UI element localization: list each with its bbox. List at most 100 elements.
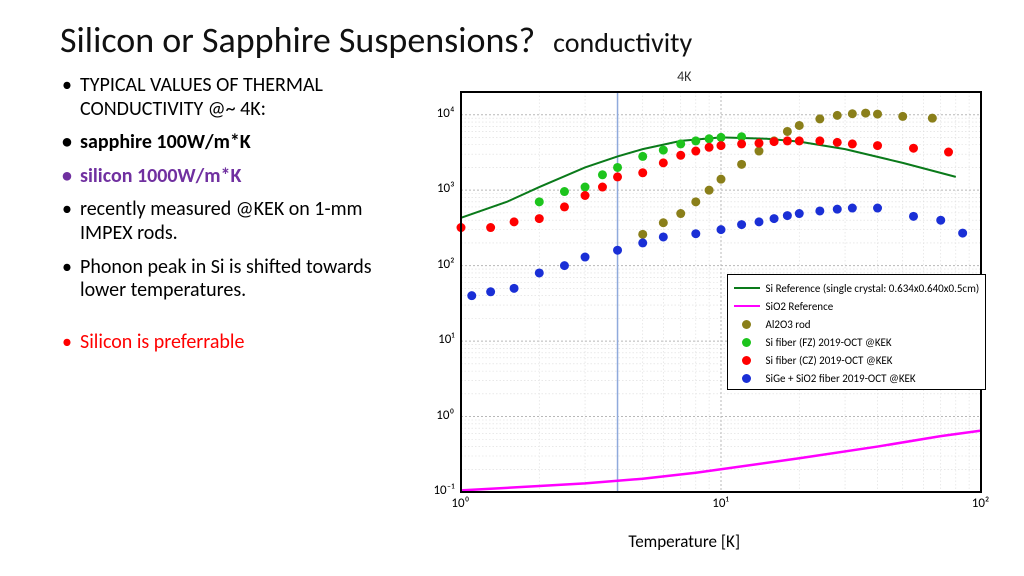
point-sige bbox=[936, 216, 945, 225]
slide-root: Silicon or Sapphire Suspensions? conduct… bbox=[0, 0, 1024, 548]
legend-swatch-dot-icon bbox=[734, 356, 760, 365]
point-si_cz bbox=[597, 183, 606, 192]
point-al2o3 bbox=[782, 127, 791, 136]
point-al2o3 bbox=[676, 209, 685, 218]
tick-label: 10¹ bbox=[712, 496, 728, 511]
point-si_fz bbox=[613, 163, 622, 172]
point-al2o3 bbox=[832, 111, 841, 120]
point-si_cz bbox=[676, 151, 685, 160]
point-sige bbox=[638, 238, 647, 247]
tick-label: 10⁻¹ bbox=[433, 483, 454, 498]
point-si_fz bbox=[638, 152, 647, 161]
point-sige bbox=[691, 229, 700, 238]
slide-title: Silicon or Sapphire Suspensions? bbox=[60, 18, 535, 62]
point-sige bbox=[534, 268, 543, 277]
point-sige bbox=[782, 211, 791, 220]
point-si_cz bbox=[794, 136, 803, 145]
tick-label: 10⁴ bbox=[437, 106, 455, 121]
tick-label: 10² bbox=[972, 496, 990, 511]
point-sige bbox=[509, 284, 518, 293]
bullet-item: recently measured @KEK on 1-mm IMPEX rod… bbox=[60, 198, 375, 245]
bullet-text: Silicon is preferrable bbox=[80, 330, 244, 354]
point-sige bbox=[716, 225, 725, 234]
point-si_fz bbox=[534, 197, 543, 206]
legend-item: Si Reference (single crystal: 0.634x0.64… bbox=[734, 279, 980, 297]
point-sige bbox=[580, 253, 589, 262]
point-si_fz bbox=[597, 170, 606, 179]
legend-swatch-dot-icon bbox=[734, 374, 760, 383]
point-si_fz bbox=[580, 183, 589, 192]
point-sige bbox=[754, 217, 763, 226]
point-si_fz bbox=[691, 136, 700, 145]
bullet-item: sapphire 100W/m*K bbox=[60, 131, 375, 155]
tick-label: 10⁰ bbox=[451, 496, 469, 511]
point-sige bbox=[873, 204, 882, 213]
bullet-item: silicon 1000W/m*K bbox=[60, 165, 375, 189]
bullet-item: Silicon is preferrable bbox=[60, 331, 375, 355]
point-sige bbox=[958, 229, 967, 238]
bullet-text: TYPICAL VALUES OF THERMAL CONDUCTIVITY @… bbox=[80, 73, 323, 121]
point-si_cz bbox=[559, 202, 568, 211]
point-si_cz bbox=[944, 148, 953, 157]
legend-label: Si Reference (single crystal: 0.634x0.64… bbox=[766, 282, 980, 295]
point-si_cz bbox=[486, 223, 495, 232]
point-al2o3 bbox=[847, 109, 856, 118]
point-sige bbox=[737, 220, 746, 229]
point-si_cz bbox=[815, 136, 824, 145]
point-al2o3 bbox=[927, 114, 936, 123]
point-al2o3 bbox=[794, 121, 803, 130]
point-si_fz bbox=[658, 146, 667, 155]
point-si_fz bbox=[704, 134, 713, 143]
point-si_cz bbox=[704, 143, 713, 152]
point-sige bbox=[847, 204, 856, 213]
point-si_cz bbox=[832, 138, 841, 147]
point-al2o3 bbox=[716, 175, 725, 184]
bullet-item: TYPICAL VALUES OF THERMAL CONDUCTIVITY @… bbox=[60, 74, 375, 121]
point-si_fz bbox=[676, 139, 685, 148]
point-si_cz bbox=[509, 217, 518, 226]
legend-box: Si Reference (single crystal: 0.634x0.64… bbox=[727, 274, 987, 390]
point-al2o3 bbox=[873, 110, 882, 119]
point-sige bbox=[467, 291, 476, 300]
point-sige bbox=[486, 287, 495, 296]
tick-label: 10³ bbox=[437, 181, 455, 196]
point-si_fz bbox=[559, 187, 568, 196]
point-sige bbox=[769, 214, 778, 223]
point-al2o3 bbox=[691, 197, 700, 206]
point-al2o3 bbox=[638, 230, 647, 239]
point-sige bbox=[815, 206, 824, 215]
point-al2o3 bbox=[754, 147, 763, 156]
bullet-text: recently measured @KEK on 1-mm IMPEX rod… bbox=[80, 197, 363, 245]
point-si_cz bbox=[782, 136, 791, 145]
point-sige bbox=[559, 261, 568, 270]
legend-swatch-dot-icon bbox=[734, 338, 760, 347]
point-si_cz bbox=[580, 191, 589, 200]
point-al2o3 bbox=[737, 160, 746, 169]
point-al2o3 bbox=[815, 114, 824, 123]
point-si_cz bbox=[847, 139, 856, 148]
chart-container: 4K Thermal Conductivity - K [W/(m*K)] Te… bbox=[385, 70, 985, 548]
legend-item: SiO2 Reference bbox=[734, 297, 980, 315]
point-al2o3 bbox=[898, 112, 907, 121]
point-al2o3 bbox=[704, 186, 713, 195]
point-si_cz bbox=[658, 158, 667, 167]
legend-item: SiGe + SiO2 fiber 2019-OCT @KEK bbox=[734, 369, 980, 387]
legend-swatch-line-icon bbox=[734, 287, 760, 289]
point-sige bbox=[908, 212, 917, 221]
point-sige bbox=[658, 232, 667, 241]
legend-item: Si fiber (FZ) 2019-OCT @KEK bbox=[734, 333, 980, 351]
bullet-text: silicon 1000W/m*K bbox=[80, 164, 241, 188]
point-si_fz bbox=[716, 133, 725, 142]
slide-subtitle: conductivity bbox=[553, 25, 692, 60]
annotation-4k: 4K bbox=[677, 68, 691, 85]
legend-swatch-line-icon bbox=[734, 305, 760, 307]
point-sige bbox=[613, 246, 622, 255]
point-al2o3 bbox=[861, 109, 870, 118]
point-si_cz bbox=[754, 139, 763, 148]
legend-label: Si fiber (CZ) 2019-OCT @KEK bbox=[766, 354, 893, 367]
legend-item: Al2O3 rod bbox=[734, 315, 980, 333]
title-row: Silicon or Sapphire Suspensions? conduct… bbox=[60, 18, 984, 62]
bullet-list: TYPICAL VALUES OF THERMAL CONDUCTIVITY @… bbox=[60, 70, 375, 548]
point-si_cz bbox=[716, 141, 725, 150]
bullet-item: Phonon peak in Si is shifted towards low… bbox=[60, 256, 375, 303]
